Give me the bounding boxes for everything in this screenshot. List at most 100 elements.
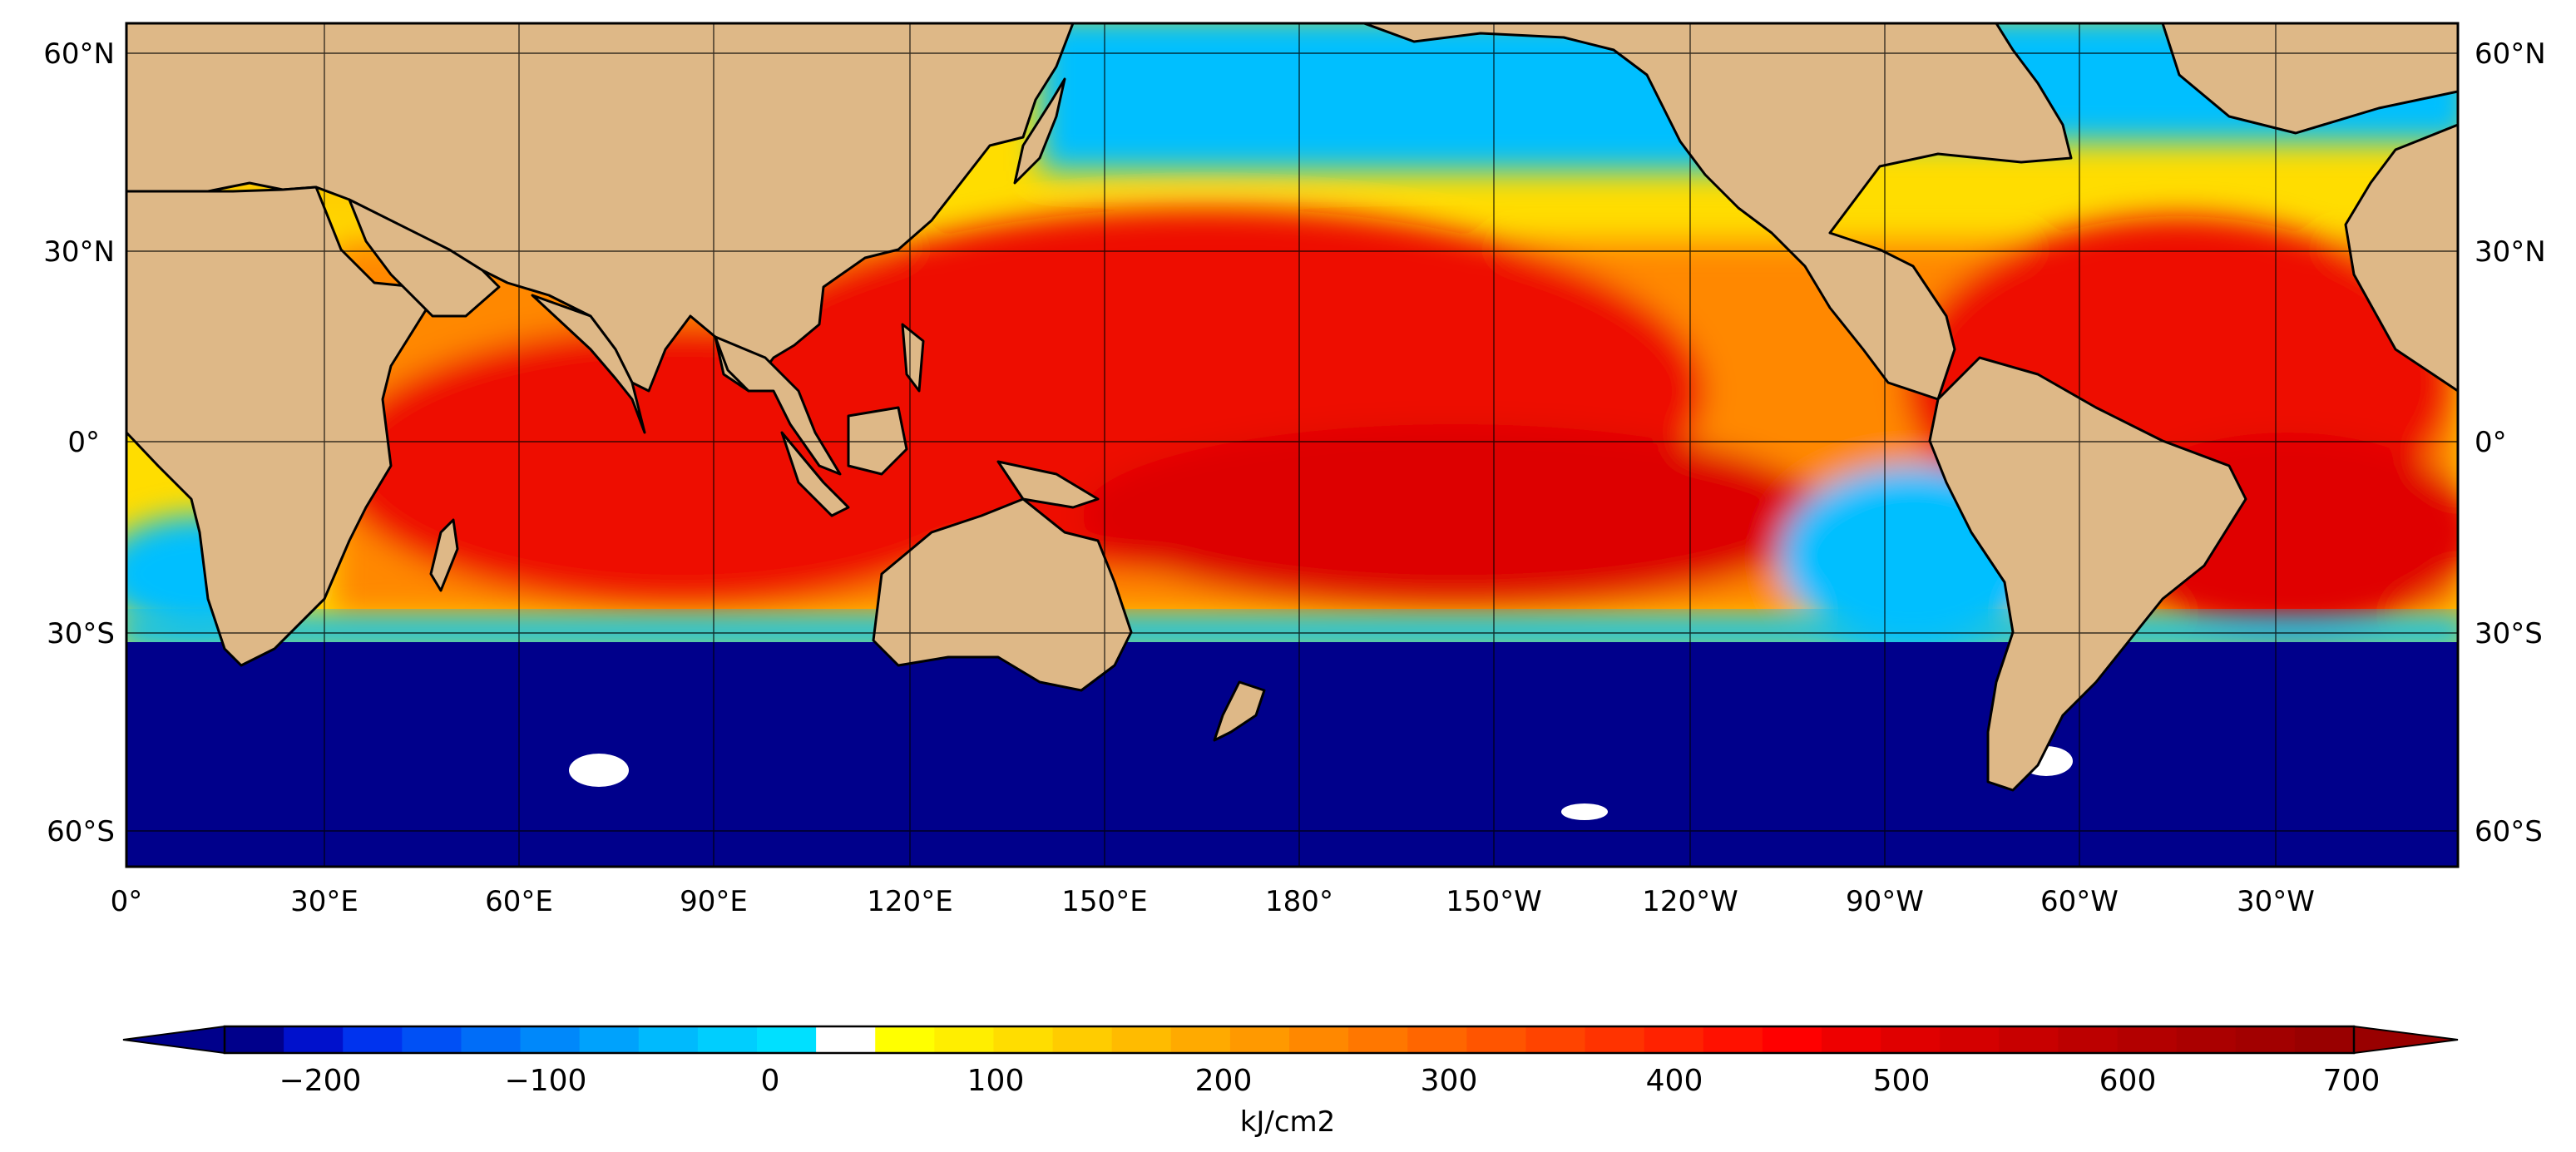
land-africa <box>126 185 434 667</box>
colorbar-bin <box>1466 1026 1527 1053</box>
lon-label: 0° <box>111 885 143 918</box>
land-japan <box>1013 77 1066 185</box>
lon-label: 90°W <box>1846 885 1924 918</box>
colorbar-bin <box>225 1026 284 1053</box>
land-australia <box>872 497 1133 692</box>
colorbar-bin <box>284 1026 344 1053</box>
colorbar-bin <box>638 1026 699 1053</box>
colorbar-bin <box>1762 1026 1822 1053</box>
lat-label-left: 30°S <box>47 617 115 650</box>
colorbar-bin <box>1111 1026 1172 1053</box>
colorbar-bin <box>1348 1026 1408 1053</box>
land-arabia <box>348 198 501 318</box>
colorbar-tick-label: 200 <box>1195 1064 1253 1098</box>
lon-label: 30°E <box>290 885 358 918</box>
land-new-zealand <box>1213 680 1266 742</box>
colorbar-bin <box>757 1026 817 1053</box>
colorbar-bin <box>1525 1026 1586 1053</box>
colorbar-bin <box>993 1026 1054 1053</box>
colorbar-tick-label: −100 <box>505 1064 587 1098</box>
land-south-america <box>1928 356 2247 792</box>
lat-label-right: 30°S <box>2475 617 2543 650</box>
colorbar-bin <box>697 1026 758 1053</box>
land-masses <box>126 23 2458 792</box>
central-pacific-hot-core <box>1081 424 1830 607</box>
colorbar-bin <box>1703 1026 1763 1053</box>
colorbar-ticks: −200 −100 0 100 200 300 400 500 600 700 <box>279 1064 2381 1098</box>
land-india <box>531 294 646 434</box>
southern-ocean-coldest-zone <box>126 642 2458 867</box>
colorbar-tick-label: 0 <box>761 1064 780 1098</box>
colorbar-tick-label: 600 <box>2099 1064 2157 1098</box>
lat-labels-left: 60°N 30°N 0° 30°S 60°S <box>43 37 115 848</box>
lon-label: 120°W <box>1642 885 1738 918</box>
lon-label: 30°W <box>2237 885 2315 918</box>
colorbar-bin <box>1881 1026 1941 1053</box>
land-borneo <box>847 406 908 476</box>
colorbar-bin <box>2058 1026 2119 1053</box>
southern-ocean-white-patch <box>1561 803 1608 820</box>
colorbar-bin <box>1229 1026 1290 1053</box>
colorbar-bin <box>816 1026 876 1053</box>
lon-label: 90°E <box>680 885 748 918</box>
colorbar-tick-label: 100 <box>967 1064 1025 1098</box>
colorbar-extend-low <box>122 1025 225 1055</box>
land-greenland <box>2161 23 2458 135</box>
colorbar-frame <box>223 1025 2356 1055</box>
colorbar-bins <box>225 1026 2355 1053</box>
lat-label-right: 30°N <box>2475 235 2546 269</box>
colorbar-bin <box>520 1026 581 1053</box>
colorbar-bin <box>1407 1026 1467 1053</box>
land-madagascar <box>429 518 459 592</box>
map-frame <box>125 22 2460 868</box>
lat-label-right: 60°N <box>2475 37 2546 71</box>
ocean-field <box>126 23 2458 867</box>
colorbar-bin <box>1822 1026 1881 1053</box>
colorbar-bin <box>2235 1026 2296 1053</box>
lon-label: 150°W <box>1446 885 1542 918</box>
lat-label-left: 60°S <box>47 815 115 848</box>
colorbar-bin <box>2117 1026 2178 1053</box>
colorbar-tick-label: 300 <box>1421 1064 1478 1098</box>
colorbar-bin <box>461 1026 522 1053</box>
colorbar-bin <box>1052 1026 1113 1053</box>
graticule <box>126 23 2458 867</box>
colorbar-bin <box>875 1026 935 1053</box>
colorbar-bin <box>1940 1026 2000 1053</box>
lat-label-left: 0° <box>67 426 100 459</box>
lon-label: 180° <box>1265 885 1333 918</box>
colorbar-bin <box>1289 1026 1349 1053</box>
lat-label-right: 0° <box>2475 426 2507 459</box>
colorbar-bin <box>2294 1026 2355 1053</box>
lon-label: 60°W <box>2040 885 2119 918</box>
land-west-africa-east-edge <box>2344 123 2458 393</box>
map-panel: 60°N 30°N 0° 30°S 60°S 60°N 30°N 0° 30°S… <box>43 22 2546 918</box>
land-sumatra <box>780 431 850 517</box>
colorbar-bin <box>1170 1026 1231 1053</box>
land-new-guinea <box>996 460 1100 509</box>
colorbar-unit-label: kJ/cm2 <box>1240 1105 1336 1139</box>
colorbar-tick-label: −200 <box>279 1064 362 1098</box>
colorbar-bin <box>402 1026 462 1053</box>
colorbar-tick-label: 400 <box>1646 1064 1703 1098</box>
southern-ocean-white-patch <box>569 754 629 787</box>
colorbar-bin <box>343 1026 403 1053</box>
colorbar-bin <box>1644 1026 1704 1053</box>
lat-label-right: 60°S <box>2475 815 2543 848</box>
colorbar-tick-label: 700 <box>2323 1064 2381 1098</box>
colorbar-bin <box>1999 1026 2059 1053</box>
colorbar-bin <box>2176 1026 2237 1053</box>
land-indochina <box>714 335 842 476</box>
colorbar-tick-label: 500 <box>1873 1064 1931 1098</box>
lat-labels-right: 60°N 30°N 0° 30°S 60°S <box>2475 37 2546 848</box>
colorbar-bin <box>579 1026 640 1053</box>
lon-label: 120°E <box>867 885 952 918</box>
colorbar-bin <box>934 1026 995 1053</box>
lat-label-left: 60°N <box>43 37 115 71</box>
lon-label: 60°E <box>485 885 553 918</box>
colorbar-extend-high <box>2353 1025 2459 1055</box>
lon-label: 150°E <box>1061 885 1147 918</box>
lon-labels: 0° 30°E 60°E 90°E 120°E 150°E 180° 150°W… <box>111 885 2315 918</box>
colorbar: −200 −100 0 100 200 300 400 500 600 700 … <box>122 1025 2459 1139</box>
